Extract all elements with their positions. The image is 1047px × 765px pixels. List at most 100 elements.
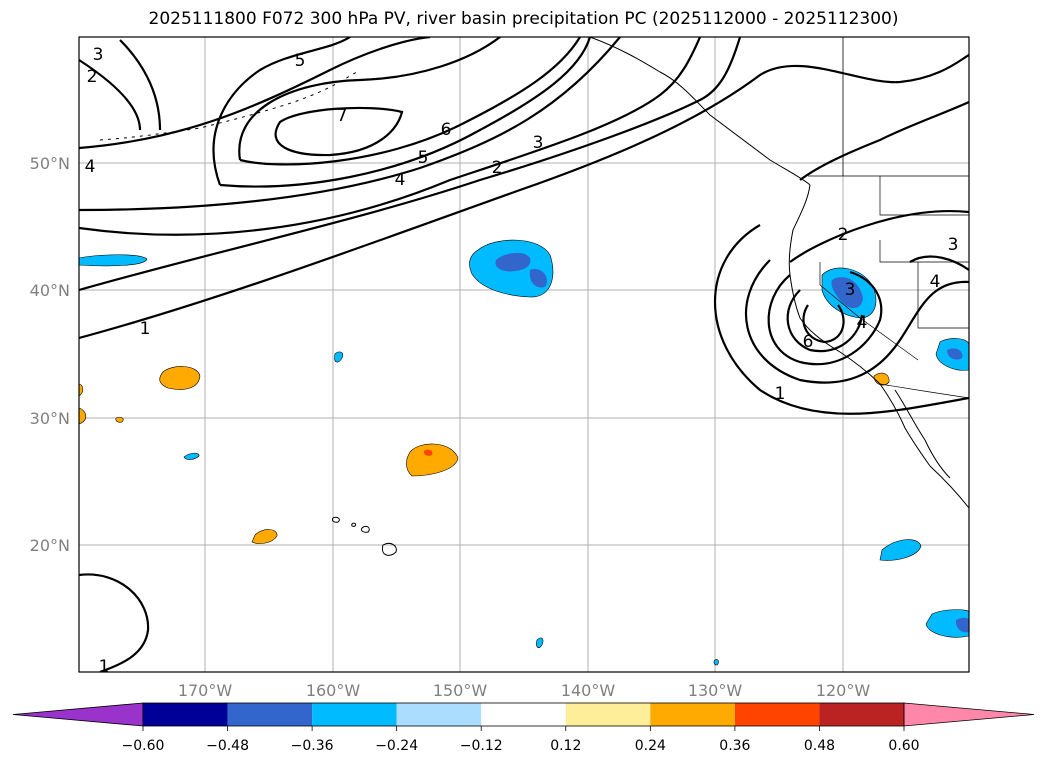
shade-blue-south-small [536, 637, 544, 649]
shade-blue-small-1 [334, 351, 344, 363]
borders [808, 37, 969, 399]
pv-label: 2 [838, 225, 849, 245]
shade-blue-small-2 [183, 452, 200, 460]
colorbar-tick-label: 0.12 [550, 738, 581, 754]
contour-sw [79, 573, 150, 672]
pv-label: 1 [140, 319, 151, 339]
coastlines [99, 37, 969, 556]
shade-darkblue-central [495, 252, 531, 272]
colorbar-tick-label: 0.60 [888, 738, 919, 754]
contour-labels: 3 2 4 5 7 6 5 4 3 2 1 2 3 4 6 4 3 1 1 [85, 45, 959, 677]
longitude-labels: 170°W 160°W 150°W 140°W 130°W 120°W [178, 681, 871, 700]
gridlines [79, 37, 969, 672]
colorbar-box [396, 703, 482, 726]
pv-label: 1 [775, 384, 786, 404]
contour-ca-6 [802, 304, 845, 344]
pv-label: 3 [948, 235, 959, 255]
lon-label-150w: 150°W [433, 681, 488, 700]
pv-label: 5 [295, 51, 306, 71]
pv-label: 4 [85, 157, 96, 177]
contour-5b [219, 37, 592, 188]
colorbar-outline [142, 702, 905, 727]
contour-north-2 [119, 39, 162, 131]
baja-coast [894, 389, 951, 479]
contour-ca-2 [789, 210, 969, 263]
contour-6 [238, 37, 501, 161]
colorbar-box [650, 703, 735, 726]
contour-2 [79, 37, 742, 292]
precip-shading [79, 239, 969, 666]
map-title: 2025111800 F072 300 hPa PV, river basin … [148, 9, 899, 29]
contour-5 [212, 37, 351, 186]
pv-label: 6 [441, 120, 452, 140]
contour-3 [79, 37, 702, 236]
contour-ca-4 [767, 270, 883, 366]
colorbar-tick-label: 0.24 [635, 738, 666, 754]
colorbar-tick-label: −0.24 [375, 738, 418, 754]
lat-label-40n: 40°N [30, 281, 70, 300]
alaska-coast [589, 37, 811, 186]
lon-label-130w: 130°W [688, 681, 743, 700]
lon-label-160w: 160°W [306, 681, 361, 700]
contour-1 [79, 54, 969, 340]
shade-red-2 [423, 449, 433, 456]
colorbar-tick-label: −0.12 [460, 738, 503, 754]
pv-label: 1 [99, 657, 110, 677]
shade-orange-4 [873, 372, 890, 386]
pv-label: 4 [395, 170, 406, 190]
colorbar-box [481, 703, 566, 726]
contour-ca-3 [745, 259, 969, 384]
us-mexico-border [879, 383, 969, 399]
contour-ne-2 [909, 255, 969, 271]
pv-label: 6 [803, 332, 814, 352]
lat-label-50n: 50°N [30, 154, 70, 173]
colorbar-box [734, 703, 820, 726]
shade-darkblue-southeast [955, 617, 969, 633]
lon-label-120w: 120°W [816, 681, 871, 700]
shade-orange-edge-3 [115, 416, 124, 423]
contour-north-1 [79, 37, 431, 150]
pv-label: 3 [533, 133, 544, 153]
colorbar-extend-low [12, 702, 144, 727]
colorbar-tick-label: 0.36 [719, 738, 750, 754]
shade-darkblue-central-2 [529, 269, 547, 288]
colorbar-box [565, 703, 651, 726]
pv-label: 2 [87, 67, 98, 87]
colorbar-tick-label: −0.48 [206, 738, 249, 754]
shade-blue-west [79, 254, 148, 267]
map-frame [78, 36, 970, 673]
colorbar-tick-label: −0.60 [122, 738, 165, 754]
pv-label: 2 [492, 158, 503, 178]
contour-6b [239, 37, 581, 166]
contour-north-3 [79, 59, 142, 131]
pv-label: 7 [337, 106, 348, 126]
colorbar-box [819, 703, 904, 726]
contour-4 [79, 37, 621, 212]
hawaii-4 [351, 522, 357, 527]
colorbar-tick-label: 0.48 [804, 738, 835, 754]
contour-ca-5 [786, 289, 864, 353]
pv-label: 3 [93, 45, 104, 65]
pv-label: 4 [857, 313, 868, 333]
latitude-labels: 50°N 40°N 30°N 20°N [30, 154, 70, 555]
hawaii-3 [332, 516, 340, 523]
na-west-coast [788, 184, 969, 509]
lat-label-30n: 30°N [30, 409, 70, 428]
colorbar-ticks: −0.60 −0.48 −0.36 −0.24 −0.12 0.12 0.24 0.36 0.4… [122, 726, 920, 754]
aleutians [99, 69, 361, 141]
lon-label-170w: 170°W [178, 681, 233, 700]
us-state-line-2 [879, 240, 969, 263]
lon-label-140w: 140°W [561, 681, 616, 700]
shade-orange-2 [406, 443, 459, 477]
shade-orange-edge-2 [79, 407, 87, 425]
shade-orange-3 [251, 529, 278, 544]
contour-7 [274, 106, 404, 157]
us-state-line-4 [819, 262, 919, 361]
shade-darkblue-california [831, 277, 863, 309]
hawaii-2 [361, 525, 370, 533]
hawaii-1 [381, 542, 397, 556]
colorbar-tick-label: −0.36 [291, 738, 334, 754]
colorbar-box [143, 703, 228, 726]
colorbar-box [227, 703, 313, 726]
